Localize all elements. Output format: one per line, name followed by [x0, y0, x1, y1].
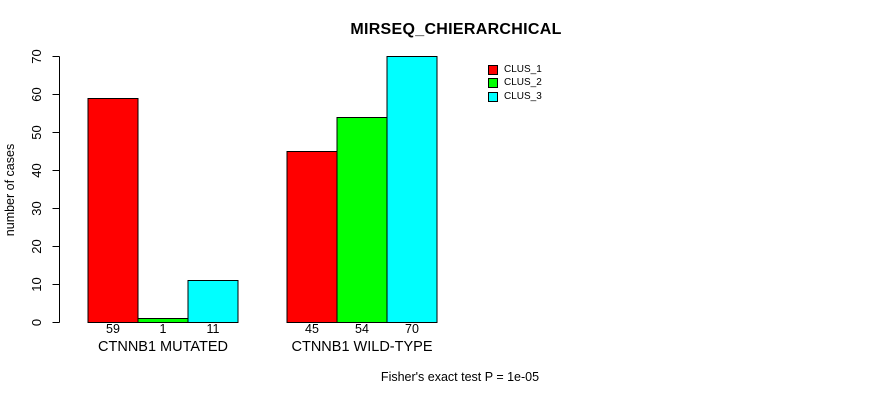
bar-value-label: 59 — [106, 322, 120, 336]
y-axis-tick-label: 20 — [29, 239, 44, 253]
legend-item-clus_1: CLUS_1 — [488, 63, 542, 77]
legend-swatch-clus_2 — [488, 78, 498, 89]
y-axis-tick-label: 40 — [29, 163, 44, 177]
x-category-label-ctnnb1-wild-type: CTNNB1 WILD-TYPE — [292, 339, 433, 355]
bar-clus_3-ctnnb1-wild-type — [386, 56, 438, 323]
bar-value-label: 54 — [355, 322, 369, 336]
y-axis-tick-label: 0 — [29, 319, 44, 326]
legend-item-clus_2: CLUS_2 — [488, 77, 542, 91]
bar-clus_2-ctnnb1-wild-type — [336, 116, 388, 323]
bar-value-label: 45 — [305, 322, 319, 336]
x-category-label-ctnnb1-mutated: CTNNB1 MUTATED — [98, 339, 228, 355]
bar-value-label: 1 — [160, 322, 167, 336]
bar-value-label: 11 — [207, 322, 220, 336]
legend-label: CLUS_2 — [504, 77, 542, 89]
legend-item-clus_3: CLUS_3 — [488, 90, 542, 104]
legend-swatch-clus_3 — [488, 91, 498, 102]
bar-value-label: 70 — [405, 322, 419, 336]
fisher-test-annotation: Fisher's exact test P = 1e-05 — [380, 370, 540, 384]
legend: CLUS_1 CLUS_2 CLUS_3 — [488, 63, 542, 104]
y-axis-tick-label: 70 — [29, 49, 44, 63]
legend-label: CLUS_3 — [504, 90, 542, 102]
bar-clus_1-ctnnb1-mutated — [87, 97, 139, 323]
legend-label: CLUS_1 — [504, 63, 542, 75]
y-axis-tick-label: 50 — [29, 125, 44, 139]
bar-clus_3-ctnnb1-mutated — [187, 280, 239, 324]
bar-clus_1-ctnnb1-wild-type — [286, 151, 338, 323]
y-axis-tick-label: 30 — [29, 201, 44, 215]
y-axis-tick-label: 60 — [29, 87, 44, 101]
legend-swatch-clus_1 — [488, 64, 498, 75]
chart-title: MIRSEQ_CHIERARCHICAL — [350, 21, 562, 38]
y-axis-tick-label: 10 — [29, 277, 44, 291]
